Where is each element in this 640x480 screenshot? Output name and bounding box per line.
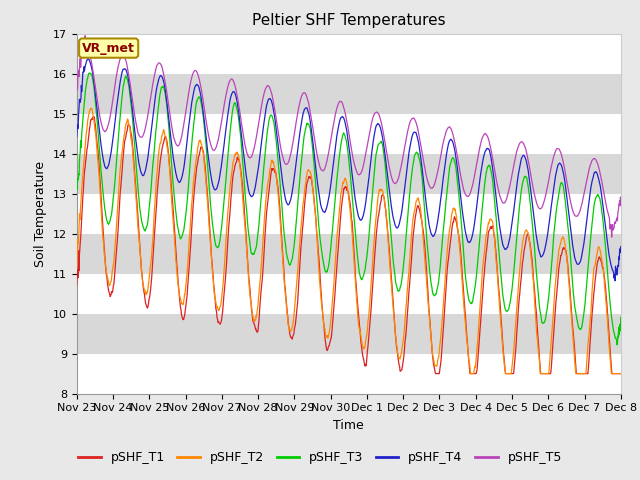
Bar: [77, 114, 621, 154]
pSHF_T2: [73, 263, 81, 269]
Line: pSHF_T3: pSHF_T3: [77, 73, 621, 345]
Title: Peltier SHF Temperatures: Peltier SHF Temperatures: [252, 13, 445, 28]
Bar: [77, 34, 621, 73]
pSHF_T1: [434, 371, 442, 376]
pSHF_T4: [255, 160, 263, 166]
pSHF_T3: [181, 219, 189, 225]
Bar: [77, 73, 621, 114]
pSHF_T3: [86, 70, 93, 76]
Line: pSHF_T4: pSHF_T4: [77, 59, 621, 281]
Line: pSHF_T1: pSHF_T1: [77, 117, 621, 373]
pSHF_T1: [432, 371, 440, 376]
pSHF_T1: [505, 371, 513, 376]
Bar: [77, 354, 621, 394]
Legend: pSHF_T1, pSHF_T2, pSHF_T3, pSHF_T4, pSHF_T5: pSHF_T1, pSHF_T2, pSHF_T3, pSHF_T4, pSHF…: [73, 446, 567, 469]
pSHF_T5: [617, 195, 625, 201]
pSHF_T4: [505, 241, 513, 247]
pSHF_T1: [90, 114, 98, 120]
pSHF_T4: [434, 220, 442, 226]
pSHF_T4: [84, 56, 92, 62]
pSHF_T1: [73, 282, 81, 288]
pSHF_T2: [434, 360, 442, 365]
pSHF_T1: [255, 317, 263, 323]
pSHF_T1: [195, 156, 202, 162]
pSHF_T5: [73, 88, 81, 94]
pSHF_T4: [553, 168, 561, 174]
pSHF_T5: [608, 234, 616, 240]
pSHF_T2: [255, 290, 263, 296]
Bar: [77, 154, 621, 193]
pSHF_T3: [434, 285, 442, 291]
pSHF_T5: [505, 189, 513, 195]
pSHF_T1: [617, 371, 625, 376]
Bar: [77, 193, 621, 234]
X-axis label: Time: Time: [333, 419, 364, 432]
Text: VR_met: VR_met: [82, 42, 135, 55]
pSHF_T3: [613, 342, 621, 348]
pSHF_T4: [73, 133, 81, 139]
pSHF_T2: [505, 371, 513, 376]
pSHF_T4: [195, 83, 202, 89]
pSHF_T5: [434, 170, 442, 176]
pSHF_T2: [87, 105, 95, 111]
pSHF_T4: [181, 157, 189, 163]
Line: pSHF_T5: pSHF_T5: [77, 36, 621, 237]
pSHF_T4: [611, 278, 619, 284]
pSHF_T3: [505, 307, 513, 312]
pSHF_T3: [195, 96, 202, 101]
pSHF_T1: [553, 288, 561, 294]
pSHF_T5: [255, 118, 263, 124]
pSHF_T3: [553, 206, 561, 212]
pSHF_T3: [73, 182, 81, 188]
pSHF_T2: [181, 292, 189, 298]
Y-axis label: Soil Temperature: Soil Temperature: [35, 161, 47, 266]
pSHF_T3: [255, 221, 263, 227]
pSHF_T5: [81, 33, 89, 38]
pSHF_T2: [617, 371, 625, 376]
pSHF_T2: [467, 371, 474, 376]
Bar: [77, 274, 621, 313]
pSHF_T4: [617, 244, 625, 250]
pSHF_T5: [553, 146, 561, 152]
pSHF_T3: [617, 314, 625, 320]
pSHF_T5: [195, 72, 202, 78]
pSHF_T1: [181, 310, 189, 316]
Line: pSHF_T2: pSHF_T2: [77, 108, 621, 373]
pSHF_T5: [181, 115, 189, 120]
pSHF_T2: [553, 264, 561, 270]
Bar: [77, 234, 621, 274]
Bar: [77, 313, 621, 354]
pSHF_T2: [195, 143, 202, 148]
